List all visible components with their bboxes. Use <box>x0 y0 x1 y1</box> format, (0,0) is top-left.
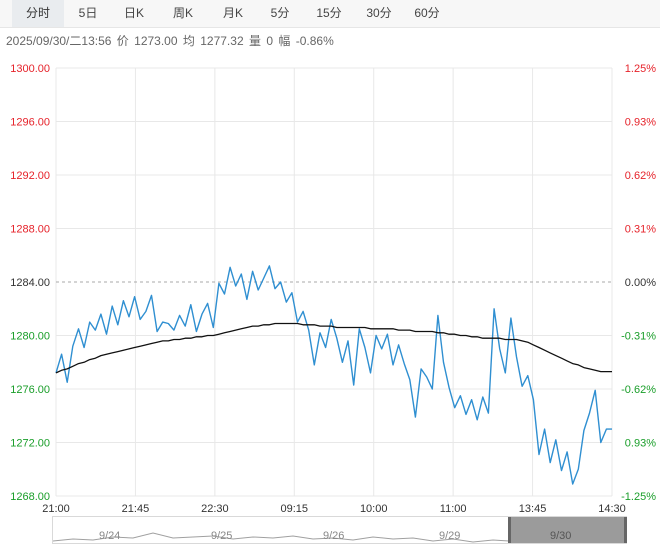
y-tick-label-right: 0.62% <box>625 170 656 182</box>
x-tick-label: 09:15 <box>281 503 309 515</box>
period-tab-bar: 分时 5日 日K 周K 月K 5分 15分 30分 60分 <box>0 0 660 28</box>
average-price-line <box>55 322 612 374</box>
tab-30-min[interactable]: 30分 <box>366 6 392 20</box>
volume-label: 量 <box>248 34 261 48</box>
y-tick-label-right: 0.93% <box>625 117 656 129</box>
y-tick-label-right: 0.31% <box>625 224 656 236</box>
y-tick-label-right: 1.25% <box>625 63 656 75</box>
change-label: 幅 <box>278 34 291 48</box>
tab-5-min[interactable]: 5分 <box>270 6 290 20</box>
price-line <box>55 265 612 485</box>
navigator-left-handle[interactable] <box>508 517 511 543</box>
tab-60-min[interactable]: 60分 <box>414 6 440 20</box>
x-tick-label: 21:00 <box>42 503 70 515</box>
navigator-date-3: 9/26 <box>323 530 345 542</box>
navigator-sparkline <box>53 532 510 543</box>
tab-15-min[interactable]: 15分 <box>316 6 342 20</box>
y-tick-label-right: -1.25% <box>621 491 656 503</box>
avg-value: 1277.32 <box>200 34 244 48</box>
navigator-date-1: 9/24 <box>99 530 121 542</box>
y-tick-label-right: -0.62% <box>621 384 656 396</box>
range-navigator[interactable]: 9/24 9/25 9/26 9/29 9/30 <box>52 516 627 544</box>
tab-intraday[interactable]: 分时 <box>12 0 64 27</box>
navigator-date-5: 9/30 <box>550 530 572 542</box>
tab-weekly-k[interactable]: 周K <box>172 6 193 20</box>
y-tick-label-right: 0.93% <box>625 438 656 450</box>
y-tick-label-left: 1288.00 <box>10 224 50 236</box>
y-tick-label-right: -0.31% <box>621 331 656 343</box>
navigator-selection[interactable]: 9/30 <box>510 517 627 543</box>
x-tick-label: 11:00 <box>440 503 467 515</box>
navigator-right-handle[interactable] <box>624 517 627 543</box>
tab-daily-k[interactable]: 日K <box>123 6 144 20</box>
x-tick-label: 14:30 <box>598 503 626 515</box>
price-value: 1273.00 <box>134 34 178 48</box>
y-tick-label-left: 1276.00 <box>10 384 50 396</box>
y-tick-label-left: 1284.00 <box>10 277 50 289</box>
y-tick-label-right: 0.00% <box>625 277 656 289</box>
volume-value: 0 <box>266 34 274 48</box>
intraday-chart[interactable]: 1300.00 1.25% 1296.00 0.93% 1292.00 0.62% 1288… <box>0 56 660 516</box>
change-value: -0.86% <box>295 34 334 48</box>
y-tick-label-left: 1280.00 <box>10 331 50 343</box>
y-tick-label-left: 1296.00 <box>10 117 50 129</box>
y-tick-label-left: 1272.00 <box>10 438 50 450</box>
y-tick-label-left: 1292.00 <box>10 170 50 182</box>
quote-info-bar: 2025/09/30/二13:56 价 1273.00 均 1277.32 量 … <box>6 32 336 49</box>
tab-monthly-k[interactable]: 月K <box>222 6 243 20</box>
x-tick-label: 22:30 <box>201 503 229 515</box>
y-tick-label-left: 1268.00 <box>10 491 50 503</box>
quote-datetime: 2025/09/30/二13:56 <box>6 34 112 48</box>
tab-5-day[interactable]: 5日 <box>78 6 98 20</box>
x-tick-label: 10:00 <box>360 503 388 515</box>
x-tick-label: 13:45 <box>519 503 547 515</box>
price-label: 价 <box>116 34 129 48</box>
navigator-date-2: 9/25 <box>211 530 233 542</box>
y-tick-label-left: 1300.00 <box>10 63 50 75</box>
avg-label: 均 <box>182 34 195 48</box>
navigator-date-4: 9/29 <box>439 530 461 542</box>
x-tick-label: 21:45 <box>122 503 150 515</box>
